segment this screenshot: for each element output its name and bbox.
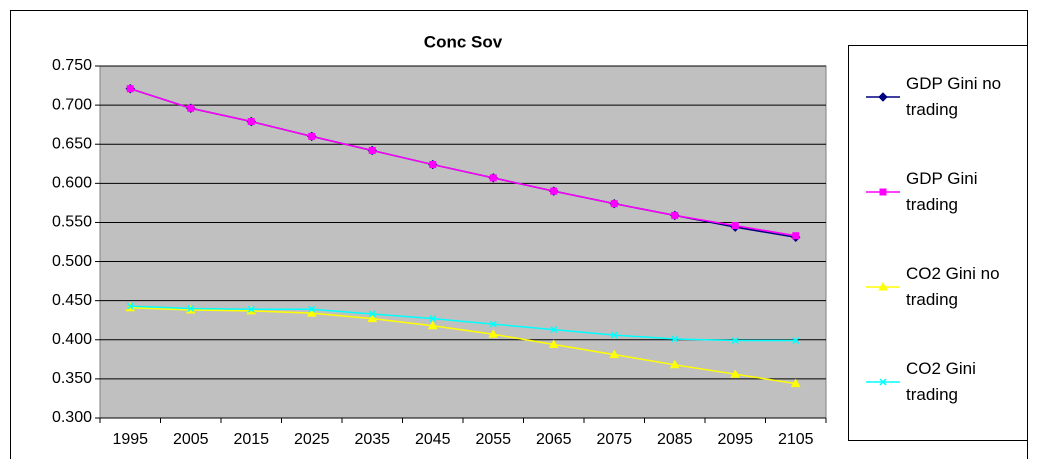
- y-tick-label: 0.550: [52, 214, 92, 231]
- y-tick-label: 0.650: [52, 135, 92, 152]
- x-tick-label: 2015: [233, 431, 269, 448]
- marker: [429, 315, 437, 323]
- marker: [879, 378, 887, 386]
- series-line: [130, 87, 796, 237]
- marker: [610, 331, 618, 339]
- x-tick-label: 2075: [596, 431, 632, 448]
- marker: [427, 320, 438, 330]
- x-tick-label: 2065: [536, 431, 572, 448]
- x-tick-label: 2105: [778, 431, 814, 448]
- x-tick-label: 2045: [415, 431, 451, 448]
- marker: [368, 146, 376, 154]
- marker: [306, 308, 317, 317]
- y-tick-label: 0.750: [52, 57, 92, 74]
- marker: [488, 329, 499, 338]
- y-tick-label: 0.700: [52, 96, 92, 113]
- marker: [671, 335, 679, 343]
- y-tick-label: 0.600: [52, 175, 92, 192]
- y-tick-label: 0.400: [52, 331, 92, 348]
- marker: [187, 104, 195, 112]
- x-tick-label: 2005: [173, 431, 209, 448]
- legend-label: CO2 Gini trading: [906, 359, 976, 404]
- marker: [878, 281, 888, 291]
- x-tick-label: 2085: [657, 431, 693, 448]
- marker: [126, 302, 134, 310]
- y-tick-label: 0.350: [52, 370, 92, 387]
- legend-box: [848, 45, 1028, 441]
- legend-label: GDP Gini trading: [906, 169, 978, 214]
- marker: [429, 161, 437, 169]
- x-tick-label: 2095: [717, 431, 753, 448]
- x-tick-label: 2025: [294, 431, 330, 448]
- marker: [792, 337, 800, 345]
- plot-area: [99, 65, 827, 419]
- series-line: [130, 306, 796, 385]
- marker: [308, 305, 316, 313]
- marker: [187, 304, 195, 313]
- x-tick-label: 2055: [475, 431, 511, 448]
- y-tick-label: 0.500: [52, 253, 92, 270]
- legend-label: GDP Gini no trading: [906, 74, 1002, 119]
- marker: [247, 118, 255, 126]
- x-tick-label: 2035: [354, 431, 390, 448]
- marker: [792, 232, 800, 240]
- y-tick-label: 0.300: [52, 409, 92, 426]
- marker: [610, 200, 618, 208]
- marker: [367, 313, 378, 323]
- marker: [731, 337, 739, 345]
- marker: [548, 339, 559, 348]
- marker: [550, 326, 558, 334]
- y-tick-label: 0.450: [52, 292, 92, 309]
- marker: [126, 85, 134, 93]
- marker: [247, 305, 255, 313]
- chart-title: Conc Sov: [424, 32, 503, 51]
- marker: [731, 222, 739, 230]
- marker: [879, 188, 887, 196]
- x-tick-label: 1995: [112, 431, 148, 448]
- marker: [671, 211, 679, 219]
- marker: [669, 359, 680, 369]
- marker: [489, 174, 497, 182]
- marker: [489, 320, 497, 328]
- series-line: [130, 305, 796, 342]
- marker: [730, 369, 741, 378]
- marker: [609, 349, 620, 359]
- marker: [878, 92, 888, 102]
- marker: [790, 378, 801, 388]
- marker: [550, 187, 558, 195]
- marker: [308, 132, 316, 140]
- marker: [368, 310, 376, 318]
- legend-label: CO2 Gini no trading: [906, 264, 1000, 309]
